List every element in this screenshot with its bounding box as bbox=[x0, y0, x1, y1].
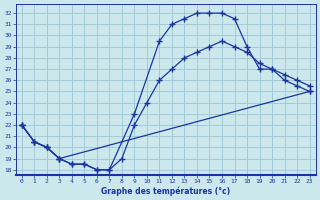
X-axis label: Graphe des températures (°c): Graphe des températures (°c) bbox=[101, 186, 230, 196]
